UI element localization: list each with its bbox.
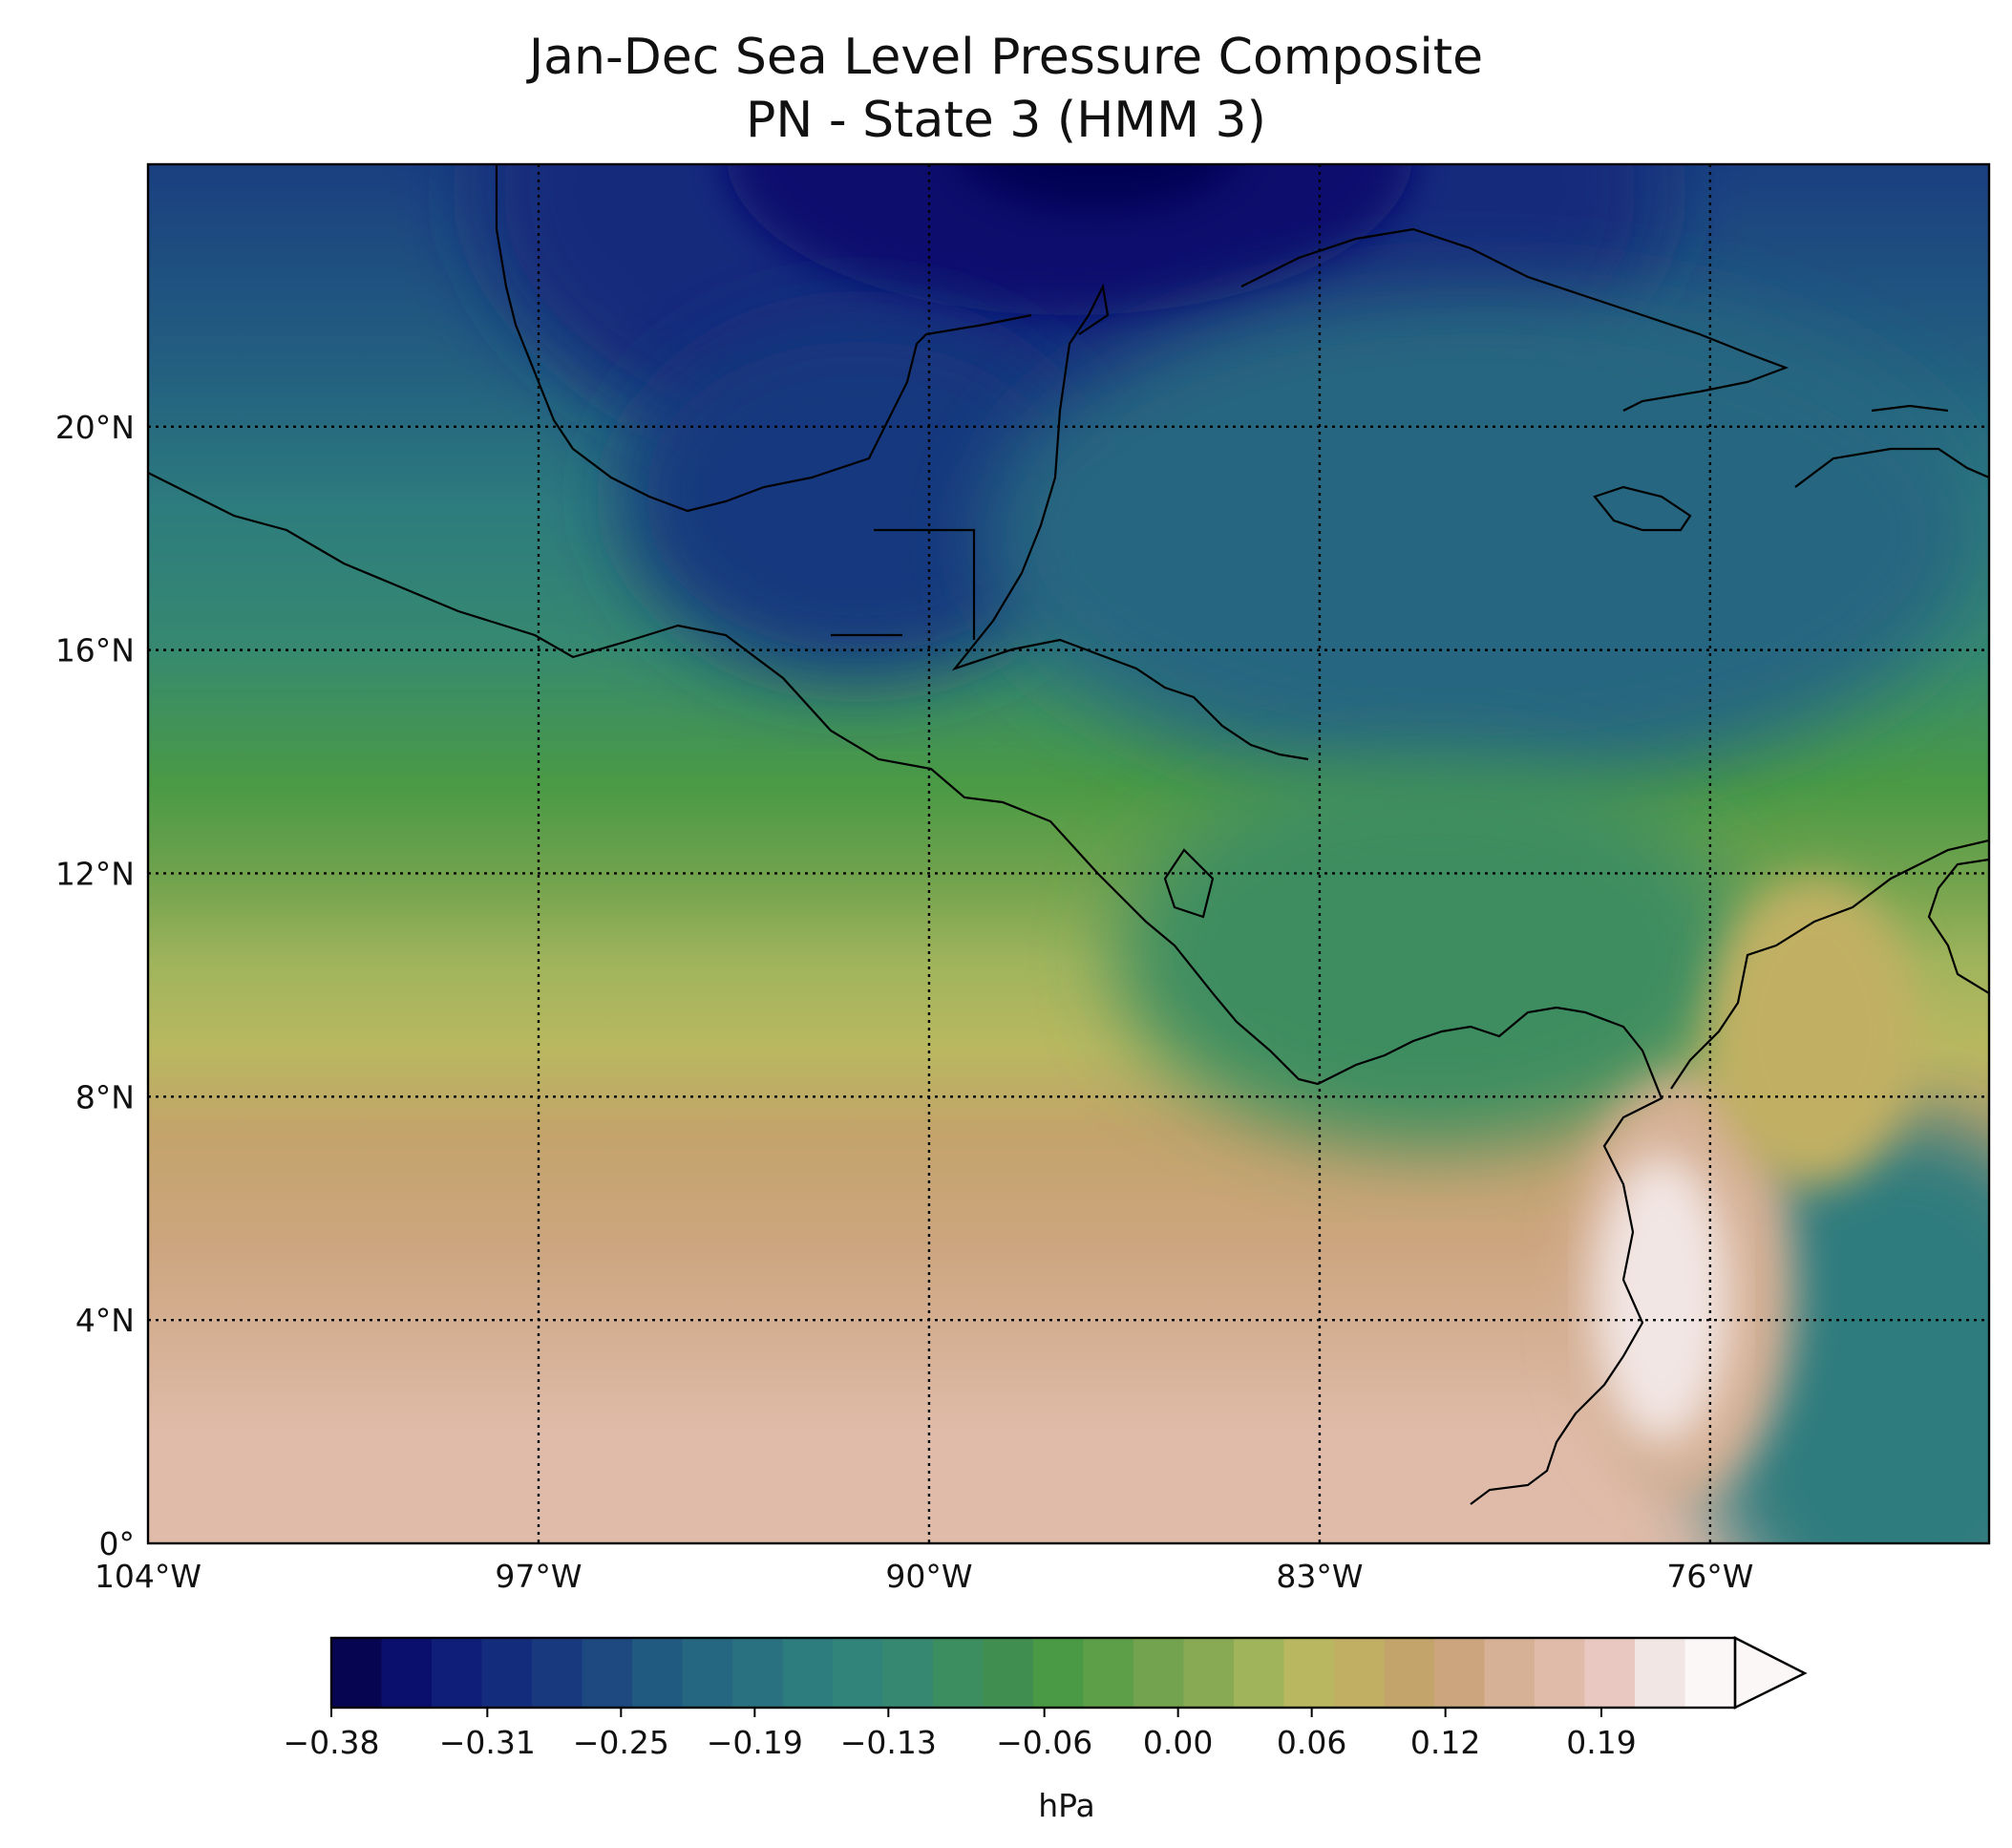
lon-tick-label: 104°W (95, 1558, 201, 1595)
pressure-field (148, 164, 1989, 1543)
lat-tick-label: 16°N (55, 632, 135, 669)
colorbar-color-blocks (331, 1638, 1736, 1708)
map-frame (146, 162, 1991, 1545)
colorbar-tick-label: −0.38 (283, 1724, 379, 1761)
colorbar-tick-label: −0.19 (707, 1724, 803, 1761)
colorbar-extend-triangle (1733, 1636, 1808, 1710)
colorbar-level-block (1384, 1638, 1435, 1708)
lon-tick-labels: 104°W 97°W 90°W 83°W 76°W (95, 1558, 1754, 1595)
colorbar-level-block (481, 1638, 533, 1708)
colorbar-tick-label: 0.19 (1566, 1724, 1636, 1761)
colorbar-level-block (983, 1638, 1034, 1708)
map-title-line1: Jan-Dec Sea Level Pressure Composite (528, 29, 1484, 86)
colorbar-level-block (1434, 1638, 1486, 1708)
colorbar-unit-label: hPa (1038, 1787, 1095, 1824)
colorbar: −0.38 −0.31 −0.25 −0.19 −0.13 −0.06 0.00 0.06 0.… (283, 1636, 1808, 1824)
colorbar-level-block (1183, 1638, 1235, 1708)
colorbar-level-block (1133, 1638, 1185, 1708)
colorbar-level-block (1083, 1638, 1134, 1708)
colorbar-level-block (1033, 1638, 1085, 1708)
colorbar-tick-label: −0.06 (996, 1724, 1092, 1761)
lat-tick-labels: 20°N 16°N 12°N 8°N 4°N 0° (55, 409, 135, 1562)
colorbar-tick-label: 0.06 (1277, 1724, 1346, 1761)
colorbar-level-block (1334, 1638, 1386, 1708)
colorbar-level-block (1684, 1638, 1736, 1708)
colorbar-level-block (833, 1638, 884, 1708)
lat-tick-label: 4°N (75, 1302, 135, 1339)
map-title-line2: PN - State 3 (HMM 3) (746, 92, 1266, 149)
lat-tick-label: 12°N (55, 855, 135, 892)
colorbar-level-block (582, 1638, 633, 1708)
colorbar-level-block (782, 1638, 834, 1708)
colorbar-level-block (882, 1638, 934, 1708)
colorbar-level-block (1283, 1638, 1335, 1708)
colorbar-level-block (1234, 1638, 1285, 1708)
lon-tick-label: 83°W (1276, 1558, 1363, 1595)
colorbar-level-block (682, 1638, 733, 1708)
colorbar-tick-label: −0.25 (573, 1724, 669, 1761)
colorbar-level-block (331, 1638, 383, 1708)
colorbar-level-block (933, 1638, 985, 1708)
colorbar-level-block (632, 1638, 684, 1708)
colorbar-level-block (1584, 1638, 1636, 1708)
lon-tick-label: 90°W (885, 1558, 972, 1595)
colorbar-level-block (1535, 1638, 1586, 1708)
lon-tick-label: 97°W (495, 1558, 582, 1595)
colorbar-level-block (1484, 1638, 1535, 1708)
lat-tick-label: 8°N (75, 1078, 135, 1115)
colorbar-level-block (1635, 1638, 1686, 1708)
colorbar-ticks: −0.38 −0.31 −0.25 −0.19 −0.13 −0.06 0.00 0.06 0.… (283, 1708, 1637, 1761)
colorbar-level-block (732, 1638, 784, 1708)
colorbar-tick-label: −0.31 (439, 1724, 536, 1761)
colorbar-tick-label: 0.00 (1143, 1724, 1213, 1761)
colorbar-level-block (381, 1638, 433, 1708)
coastlines (148, 164, 1989, 1505)
lat-tick-label: 20°N (55, 409, 135, 446)
lon-tick-label: 76°W (1666, 1558, 1753, 1595)
colorbar-level-block (432, 1638, 483, 1708)
colorbar-tick-label: 0.12 (1410, 1724, 1480, 1761)
map-gridlines (148, 164, 1989, 1543)
lat-tick-label: 0° (99, 1525, 136, 1562)
colorbar-level-block (532, 1638, 583, 1708)
colorbar-tick-label: −0.13 (840, 1724, 937, 1761)
colorbar-frame (329, 1636, 1737, 1710)
